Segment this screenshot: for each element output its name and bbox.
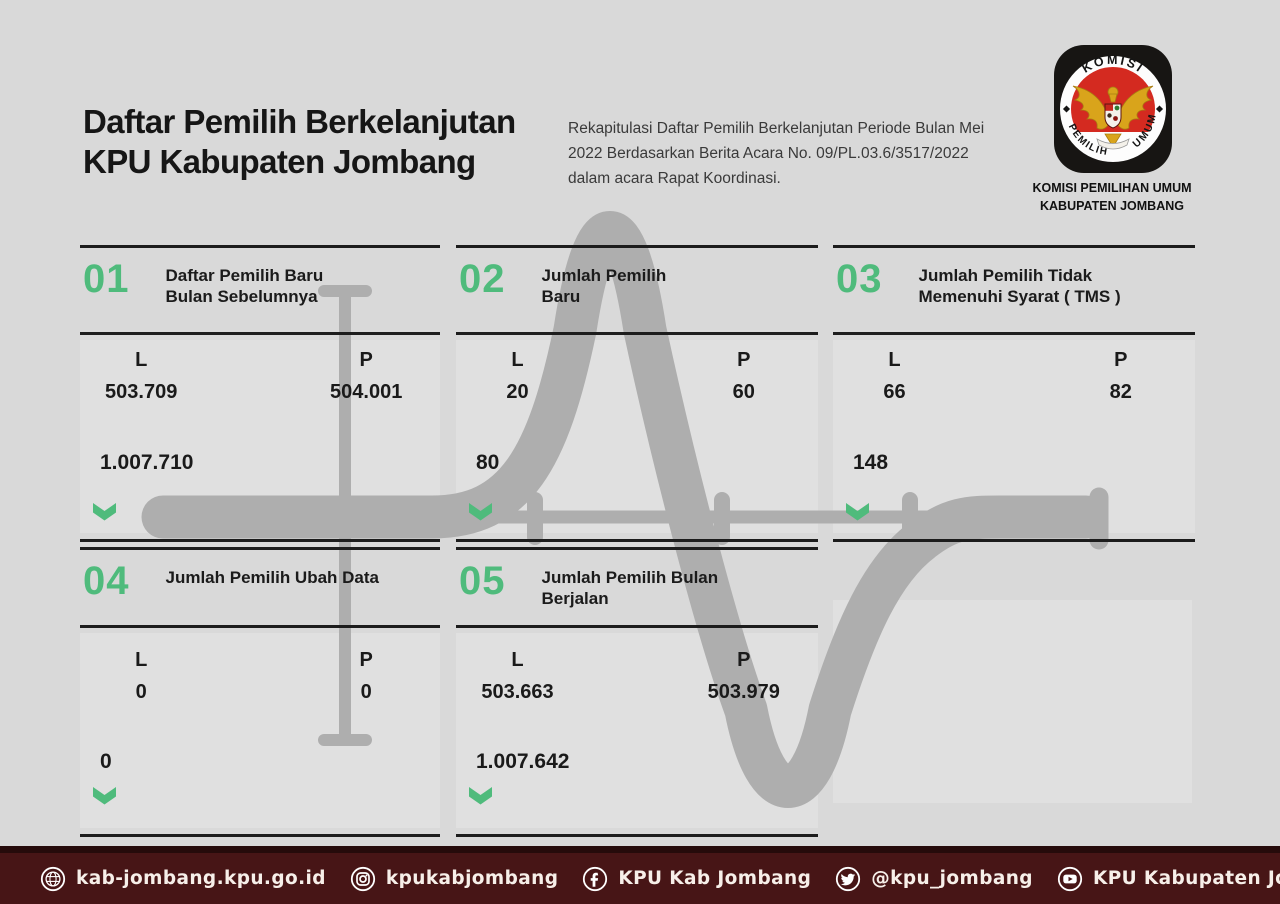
divider: [833, 245, 1195, 248]
divider: [456, 245, 818, 248]
chevron-down-icon: [469, 503, 492, 521]
label-l: L: [511, 649, 524, 671]
divider: [833, 332, 1195, 335]
twitter-icon: [836, 866, 861, 891]
value-p: 504.001: [330, 381, 403, 403]
card-number: 05: [459, 559, 506, 603]
card-title: Jumlah Pemilih Tidak Memenuhi Syarat ( T…: [918, 266, 1121, 306]
footer-top-strip: [0, 846, 1280, 853]
divider: [80, 547, 440, 550]
label-p: P: [359, 349, 373, 371]
card-number: 04: [83, 559, 130, 603]
value-p: 503.979: [707, 681, 780, 703]
card-title: Jumlah Pemilih Bulan Berjalan: [541, 568, 719, 608]
divider: [456, 547, 818, 550]
divider: [833, 539, 1195, 542]
card-number: 02: [459, 257, 506, 301]
chevron-down-icon: [846, 503, 869, 521]
footer-link-facebook[interactable]: KPU Kab Jombang: [582, 866, 811, 892]
youtube-icon: [1057, 866, 1083, 891]
footer-social-bar: kab-jombang.kpu.go.id kpukabjombang KPU …: [0, 846, 1280, 904]
footer-link-label: KPU Kab Jombang: [618, 868, 812, 889]
footer-link-label: KPU Kabupaten Jombang: [1092, 868, 1280, 889]
footer-link-twitter[interactable]: @kpu_jombang: [835, 866, 1033, 892]
garuda-eagle: [1072, 85, 1154, 148]
page-title: Daftar Pemilih Berkelanjutan KPU Kabupat…: [83, 103, 516, 180]
card-title: Daftar Pemilih Baru Bulan Sebelumnya: [165, 266, 324, 306]
footer-link-label: kab-jombang.kpu.go.id: [76, 868, 326, 889]
value-l: 0: [135, 681, 147, 703]
card-05-jumlah-pemilih-bulan-berjalan: 05 Jumlah Pemilih Bulan Berjalan L 503.66…: [456, 547, 818, 837]
chevron-down-icon: [93, 503, 116, 521]
divider: [80, 834, 440, 837]
divider: [80, 332, 440, 335]
divider: [456, 539, 818, 542]
globe-icon: [40, 866, 66, 891]
chevron-down-icon: [469, 787, 492, 805]
label-l: L: [511, 349, 524, 371]
card-title: Jumlah Pemilih Baru: [541, 266, 667, 306]
divider: [80, 539, 440, 542]
empty-card-panel: [833, 600, 1192, 803]
total-value: 80: [476, 451, 500, 474]
card-number: 01: [83, 257, 130, 301]
footer-link-instagram[interactable]: kpukabjombang: [350, 866, 558, 892]
label-l: L: [135, 649, 148, 671]
value-p: 0: [360, 681, 372, 703]
kpu-logo: KOMISI PEMILIHAN UMUM: [1049, 36, 1173, 179]
divider: [456, 834, 818, 837]
value-p: 60: [732, 381, 755, 403]
label-p: P: [359, 649, 373, 671]
divider: [80, 625, 440, 628]
footer-link-youtube[interactable]: KPU Kabupaten Jombang: [1057, 866, 1280, 892]
value-l: 20: [506, 381, 529, 403]
card-panel: [80, 633, 440, 828]
label-p: P: [737, 649, 751, 671]
footer-link-label: @kpu_jombang: [871, 868, 1033, 889]
divider: [456, 625, 818, 628]
footer-link-website[interactable]: kab-jombang.kpu.go.id: [40, 866, 326, 892]
facebook-icon: [583, 866, 608, 891]
chevron-down-icon: [93, 787, 116, 805]
total-value: 148: [853, 451, 889, 474]
value-l: 503.709: [105, 381, 178, 403]
instagram-icon: [350, 866, 376, 891]
card-04-jumlah-pemilih-ubah-data: 04 Jumlah Pemilih Ubah Data L 0 P 0 0: [80, 547, 440, 837]
label-p: P: [737, 349, 751, 371]
org-name: KOMISI PEMILIHAN UMUM KABUPATEN JOMBANG: [1032, 181, 1192, 214]
label-l: L: [888, 349, 901, 371]
label-l: L: [135, 349, 148, 371]
total-value: 0: [100, 750, 112, 773]
total-value: 1.007.710: [100, 451, 194, 474]
divider: [80, 245, 440, 248]
value-l: 66: [883, 381, 906, 403]
value-l: 503.663: [481, 681, 554, 703]
value-p: 82: [1109, 381, 1132, 403]
total-value: 1.007.642: [476, 750, 570, 773]
page-subtitle: Rekapitulasi Daftar Pemilih Berkelanjuta…: [568, 120, 985, 187]
card-number: 03: [836, 257, 883, 301]
label-p: P: [1114, 349, 1128, 371]
card-title: Jumlah Pemilih Ubah Data: [165, 568, 380, 587]
divider: [456, 332, 818, 335]
footer-link-label: kpukabjombang: [385, 868, 559, 889]
